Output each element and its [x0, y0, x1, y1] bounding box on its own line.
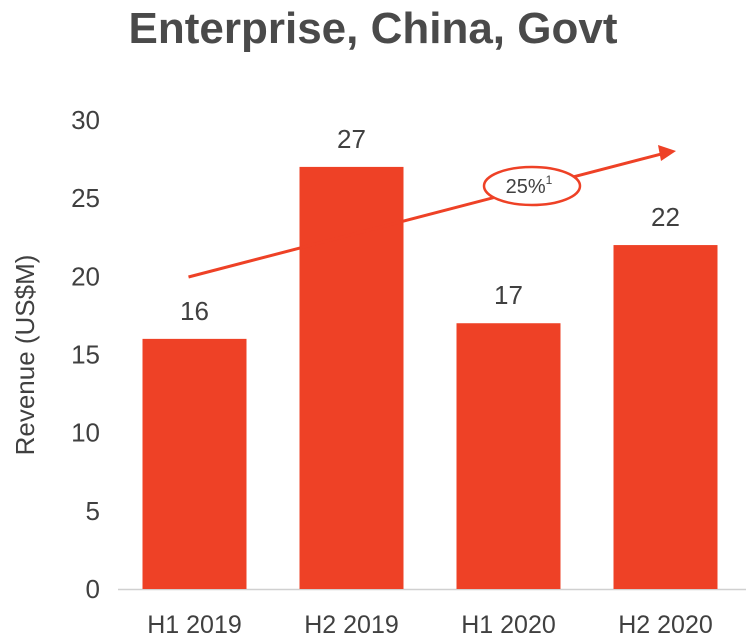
y-tick-label: 5: [86, 496, 100, 526]
bars: 16 H1 2019 27 H2 2019 17 H1 2020 22 H2 2020: [142, 124, 718, 639]
data-label: 22: [651, 202, 680, 232]
y-tick-label: 25: [71, 183, 100, 213]
y-tick-label: 30: [71, 105, 100, 135]
trend-annotation: 25%1: [188, 145, 676, 279]
cagr-label: 25%1: [506, 173, 553, 198]
y-tick-label: 15: [71, 340, 100, 370]
x-tick-label: H1 2019: [147, 611, 242, 639]
data-label: 27: [337, 124, 366, 154]
trend-arrow-line: [188, 151, 665, 279]
y-tick-label: 10: [71, 418, 100, 448]
trend-arrow-head: [658, 145, 676, 161]
cagr-footnote-marker: 1: [546, 173, 553, 187]
x-tick-label: H1 2020: [461, 611, 556, 639]
chart-title: Enterprise, China, Govt: [128, 4, 618, 53]
data-label: 16: [180, 296, 209, 326]
bar: [456, 323, 561, 589]
x-tick-label: H2 2019: [304, 611, 399, 639]
data-label: 17: [494, 280, 523, 310]
bar: [613, 245, 718, 590]
y-tick-label: 0: [86, 574, 100, 604]
x-tick-label: H2 2020: [618, 611, 713, 639]
y-axis-ticks: 0 5 10 15 20 25 30: [71, 105, 100, 604]
cagr-bubble: [482, 165, 582, 207]
y-tick-label: 20: [71, 261, 100, 291]
bar: [142, 338, 247, 589]
bar: [299, 166, 404, 589]
y-axis-title: Revenue (US$M): [10, 255, 40, 456]
cagr-value: 25%: [506, 176, 546, 198]
